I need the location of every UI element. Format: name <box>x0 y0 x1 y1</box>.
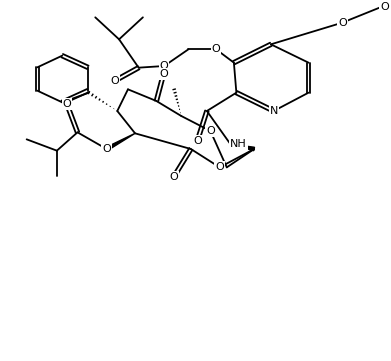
Text: O: O <box>338 18 347 28</box>
Text: O: O <box>63 99 71 109</box>
Text: O: O <box>215 162 224 172</box>
Text: O: O <box>193 136 202 146</box>
Text: O: O <box>206 126 215 136</box>
Text: NH: NH <box>230 139 247 149</box>
Text: O: O <box>212 44 221 55</box>
Text: N: N <box>269 106 278 116</box>
Text: O: O <box>160 61 169 71</box>
Text: O: O <box>159 69 168 79</box>
Text: O: O <box>380 2 389 12</box>
Text: O: O <box>169 172 178 182</box>
Text: O: O <box>102 144 111 154</box>
Polygon shape <box>106 133 135 151</box>
Text: O: O <box>110 76 119 86</box>
Polygon shape <box>230 144 255 151</box>
